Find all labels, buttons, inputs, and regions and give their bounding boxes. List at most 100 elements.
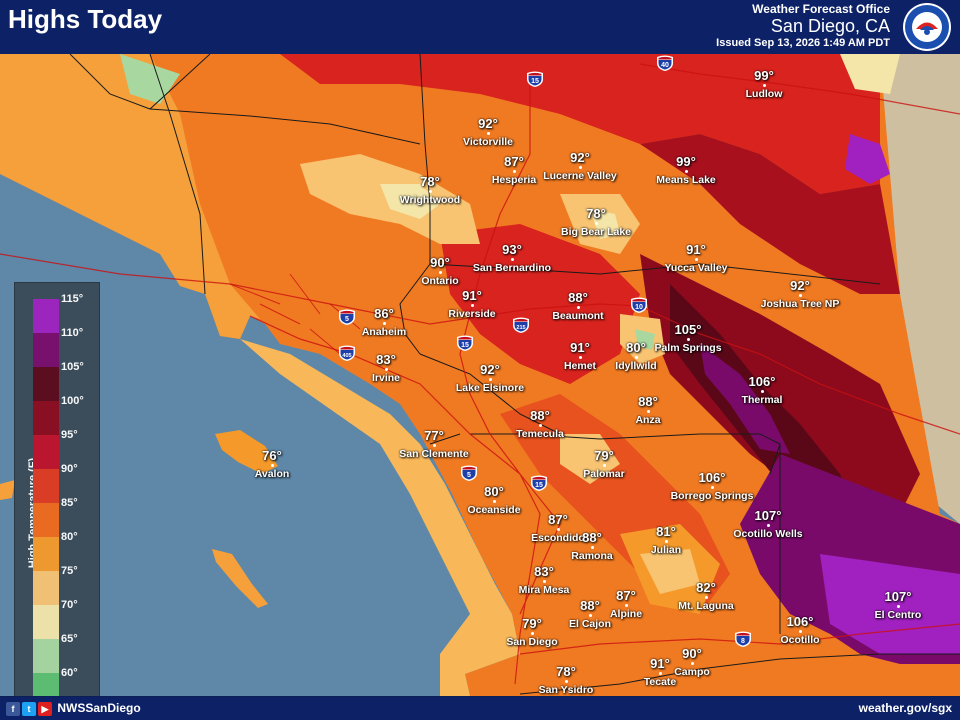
legend-swatch [33,333,59,367]
point-marker [635,356,638,359]
svg-text:10: 10 [635,304,643,311]
point-name: Means Lake [656,174,716,186]
point-name: Oceanside [467,504,521,516]
point-temperature: 87° [548,512,568,527]
legend-swatch [33,571,59,605]
point-temperature: 83° [376,352,396,367]
point-name: Wrightwood [399,194,461,206]
point-marker [511,258,514,261]
point-temperature: 87° [616,588,636,603]
point-temperature: 82° [696,580,716,595]
website-link[interactable]: weather.gov/sgx [858,701,952,715]
point-name: Beaumont [552,310,604,322]
point-marker [799,294,802,297]
point-temperature: 91° [650,656,670,671]
social-links[interactable]: f t ▶ NWSSanDiego [6,701,141,716]
point-temperature: 92° [480,362,500,377]
point-temperature: 92° [478,116,498,131]
point-marker [767,524,770,527]
point-marker [271,464,274,467]
legend-label: 100° [61,395,84,407]
point-marker [625,604,628,607]
legend-swatch [33,537,59,571]
point-name: Julian [650,544,682,556]
point-name: San Diego [506,636,558,648]
legend-label: 70° [61,599,78,611]
facebook-icon[interactable]: f [6,701,20,716]
point-marker [565,680,568,683]
interstate-shield-icon: 215 [513,317,529,333]
point-marker [603,464,606,467]
map-canvas [0,54,960,696]
point-name: Temecula [516,428,564,440]
point-marker [471,304,474,307]
point-name: Lucerne Valley [543,170,617,182]
point-marker [383,322,386,325]
point-name: Ocotillo [780,634,820,646]
interstate-shield-icon: 15 [527,71,543,87]
point-marker [711,486,714,489]
legend-label: 60° [61,667,78,679]
legend-swatch [33,435,59,469]
office-info: Weather Forecast Office San Diego, CA Is… [716,2,890,50]
office-city: San Diego, CA [770,16,890,36]
point-name: Borrego Springs [670,490,754,502]
point-marker [761,390,764,393]
interstate-shield-icon: 40 [657,55,673,71]
point-temperature: 107° [754,508,782,523]
point-marker [513,170,516,173]
point-marker [433,444,436,447]
point-temperature: 78° [556,664,576,679]
point-name: Ramona [571,550,613,562]
point-marker [591,546,594,549]
point-name: Escondido [531,532,585,544]
point-marker [665,540,668,543]
point-temperature: 81° [656,524,676,539]
youtube-icon[interactable]: ▶ [38,701,52,716]
point-marker [687,338,690,341]
point-name: Lake Elsinore [455,382,525,394]
legend-swatch [33,639,59,673]
legend-label: 80° [61,531,78,543]
point-temperature: 99° [754,68,774,83]
point-name: Palm Springs [654,342,722,354]
point-name: El Centro [874,609,922,621]
social-handle: NWSSanDiego [57,701,141,715]
point-name: Big Bear Lake [560,226,632,238]
svg-text:15: 15 [531,78,539,85]
point-name: Ludlow [745,88,783,100]
point-name: Victorville [463,136,513,148]
point-marker [685,170,688,173]
point-marker [897,605,900,608]
point-marker [489,378,492,381]
interstate-shield-icon: 8 [735,631,751,647]
point-name: Joshua Tree NP [760,298,840,310]
interstate-shield-icon: 5 [339,309,355,325]
twitter-icon[interactable]: t [22,701,36,716]
point-name: San Ysidro [538,684,594,696]
point-temperature: 93° [502,242,522,257]
point-name: Campo [674,666,710,678]
point-marker [557,528,560,531]
point-marker [763,84,766,87]
point-temperature: 91° [686,242,706,257]
point-temperature: 91° [462,288,482,303]
point-marker [659,672,662,675]
point-name: Mira Mesa [518,584,570,596]
point-temperature: 78° [586,206,606,221]
legend-label: 85° [61,497,78,509]
point-marker [695,258,698,261]
point-marker [705,596,708,599]
point-name: El Cajon [568,618,612,630]
point-marker [539,424,542,427]
point-name: Idyllwild [615,360,657,372]
legend-swatch [33,673,59,696]
point-name: Irvine [371,372,401,384]
legend-label: 65° [61,633,78,645]
svg-text:15: 15 [535,482,543,489]
legend-swatch [33,299,59,333]
nws-seal-icon [903,3,951,51]
page-title: Highs Today [8,4,163,34]
point-name: Thermal [741,394,783,406]
point-temperature: 106° [786,614,814,629]
